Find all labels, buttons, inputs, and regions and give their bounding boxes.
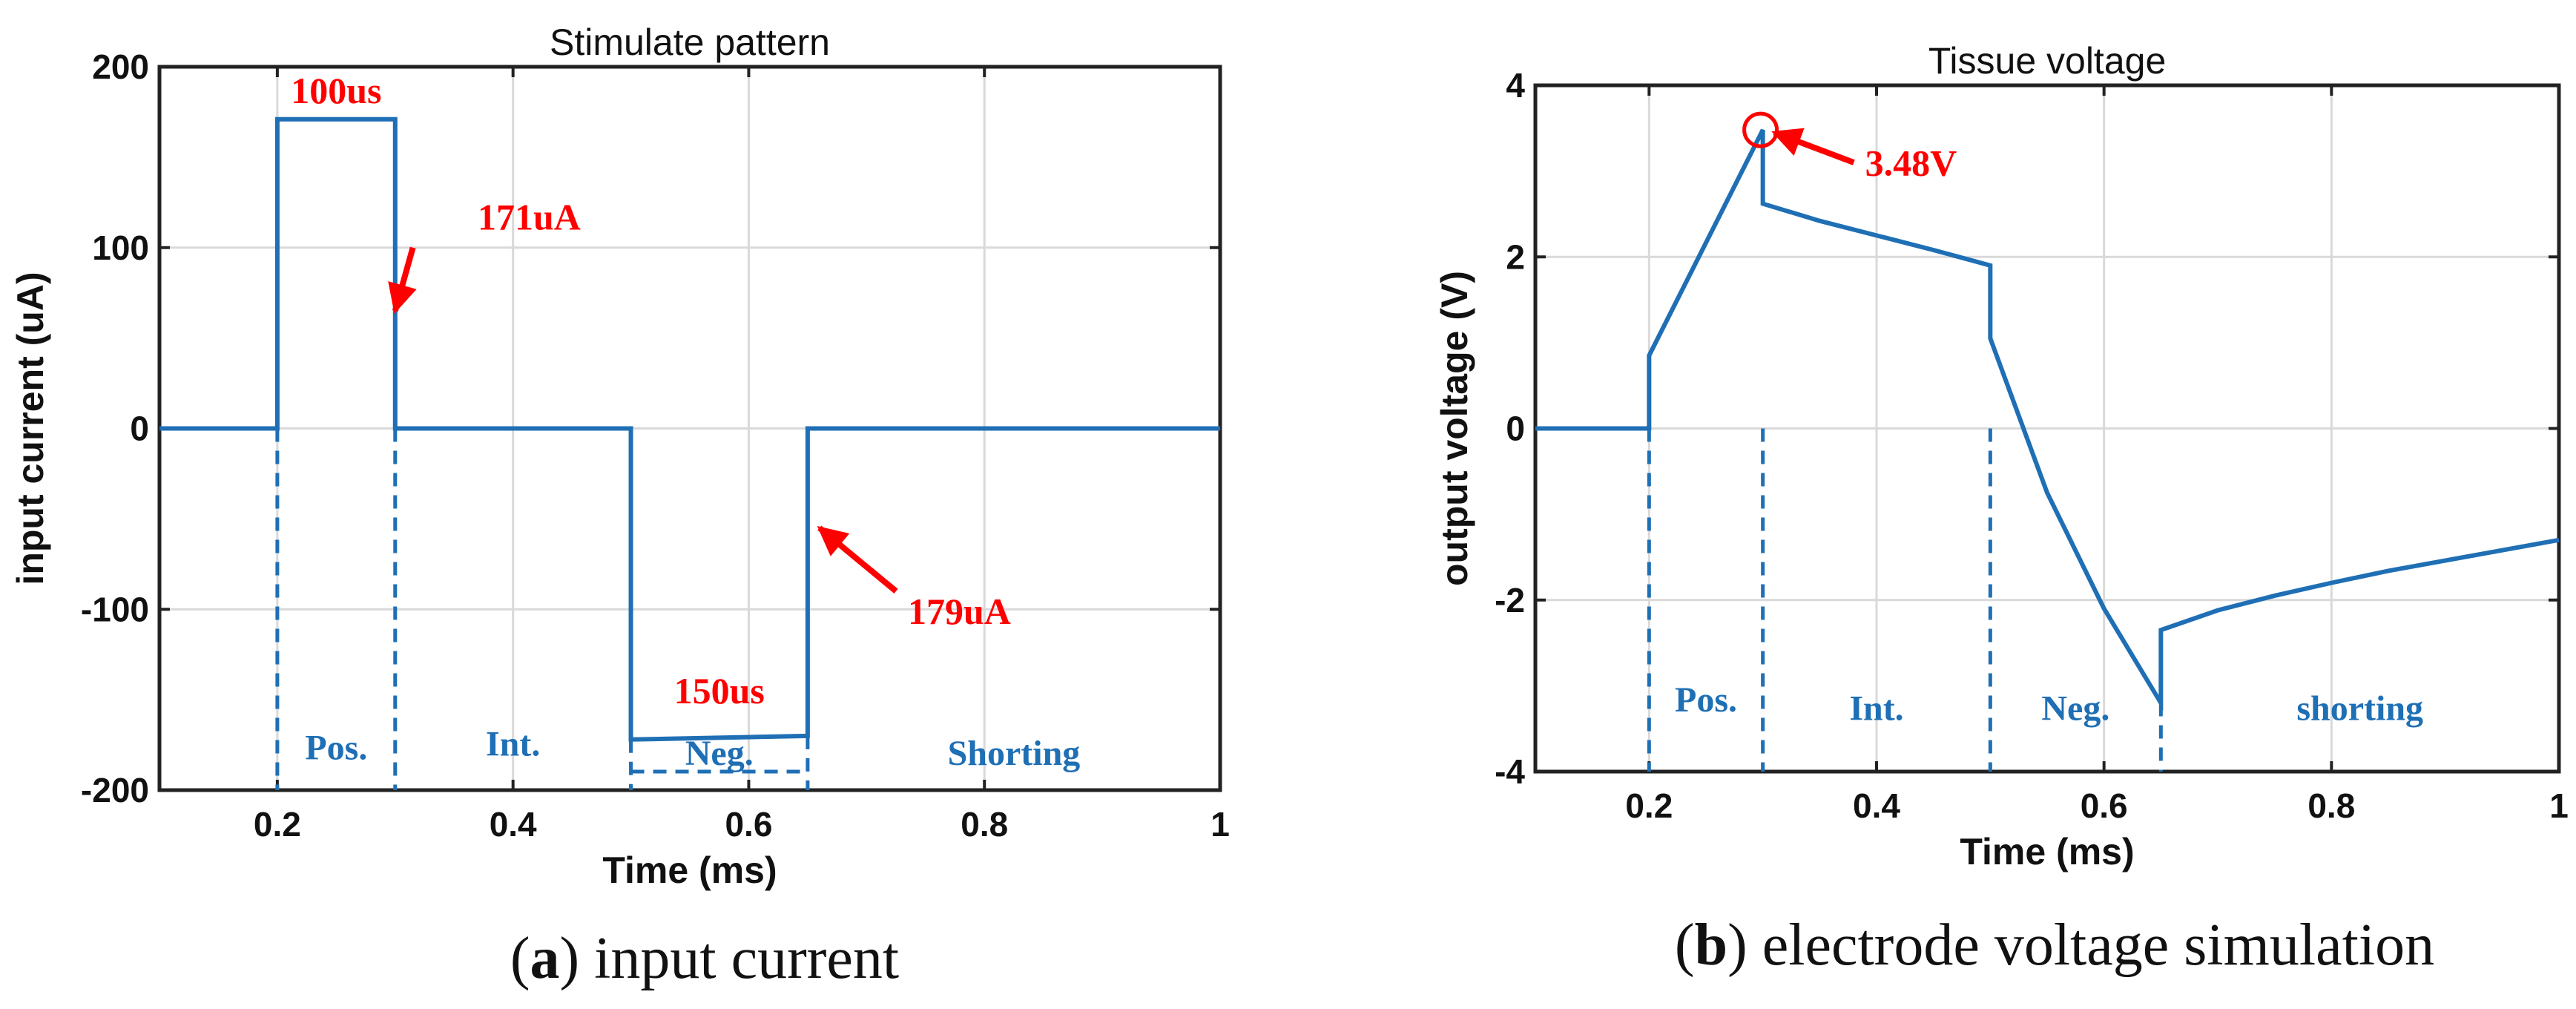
panel-a-region-label: Pos. xyxy=(305,729,367,768)
panel-a-xtick-label: 0.4 xyxy=(490,805,537,844)
panel-a-xtick-label: 0.8 xyxy=(961,805,1008,844)
panel-b-annotation-arrow xyxy=(1771,128,1855,165)
panel-a-ytick-label: 200 xyxy=(92,47,149,86)
panel-b-region-label: Int. xyxy=(1849,689,1903,729)
panel-a-annotation-label: 100us xyxy=(291,70,381,111)
panel-a-region-label: Int. xyxy=(486,725,540,764)
panel-a-region-label: Neg. xyxy=(685,734,754,773)
panel-a-ytick-label: 100 xyxy=(92,229,149,267)
panel-a-xlabel: Time (ms) xyxy=(602,849,777,891)
panel-b-region-label: Neg. xyxy=(2041,689,2109,729)
panel-b-annotation-label: 3.48V xyxy=(1865,142,1957,183)
panel-a-ytick-label: -100 xyxy=(81,590,149,628)
panel-b-caption-letter: b xyxy=(1695,913,1728,978)
panel-b-caption-text: electrode voltage simulation xyxy=(1762,913,2434,978)
panel-b-series-line xyxy=(1535,128,2560,711)
panel-b-ytick-label: -2 xyxy=(1495,581,1525,619)
panel-a-ylabel: input current (uA) xyxy=(10,272,51,585)
panel-b-ylabel: output voltage (V) xyxy=(1434,271,1475,586)
panel-a-caption: (a) input current xyxy=(510,926,899,991)
panel-b-xtick-label: 0.8 xyxy=(2307,786,2355,825)
panel-a-caption-letter: a xyxy=(530,926,560,991)
panel-b-ytick-label: 2 xyxy=(1506,237,1525,276)
panel-a-title: Stimulate pattern xyxy=(550,22,830,63)
panel-a-annotation-label: 171uA xyxy=(478,196,581,237)
panel-a-annotation-label: 150us xyxy=(674,670,765,711)
panel-b-xtick-label: 1 xyxy=(2549,786,2569,825)
panel-b-title: Tissue voltage xyxy=(1928,40,2167,82)
panel-a-ytick-label: -200 xyxy=(81,771,149,809)
panel-a-caption-text: input current xyxy=(594,926,899,991)
panel-a-xtick-label: 0.2 xyxy=(254,805,301,844)
panel-b-region-label: Pos. xyxy=(1675,680,1737,720)
panel-a-xtick-label: 1 xyxy=(1210,805,1230,844)
panel-b-chart: 0.2 0.4 0.6 0.8 1 -4 -2 0 2 4 Tissue voltage Time (… xyxy=(1434,40,2569,872)
panel-b-region-label: shorting xyxy=(2296,689,2423,729)
panel-b-xtick-label: 0.6 xyxy=(2081,786,2128,825)
panel-b-caption: (b) electrode voltage simulation xyxy=(1675,913,2434,978)
panel-b-xtick-label: 0.2 xyxy=(1625,786,1673,825)
panel-a-annotation-arrow xyxy=(817,525,898,594)
panel-a-annotation-label: 179uA xyxy=(908,591,1011,632)
panel-b-ytick-label: 4 xyxy=(1506,66,1525,105)
panel-a-series-line xyxy=(159,116,1220,742)
panel-b-xlabel: Time (ms) xyxy=(1960,831,2134,872)
panel-a-ytick-label: 0 xyxy=(130,410,149,448)
panel-b-ytick-label: 0 xyxy=(1506,410,1525,448)
panel-b-ytick-label: -4 xyxy=(1495,752,1525,791)
panel-b-xtick-label: 0.4 xyxy=(1853,786,1900,825)
panel-a-annotation-arrow xyxy=(388,246,417,314)
panel-a-chart: 0.2 0.4 0.6 0.8 1 -200 -100 0 100 200 Stimulate pa… xyxy=(10,22,1230,891)
panel-a-xtick-label: 0.6 xyxy=(725,805,772,844)
panel-a-region-label: Shorting xyxy=(948,734,1081,773)
